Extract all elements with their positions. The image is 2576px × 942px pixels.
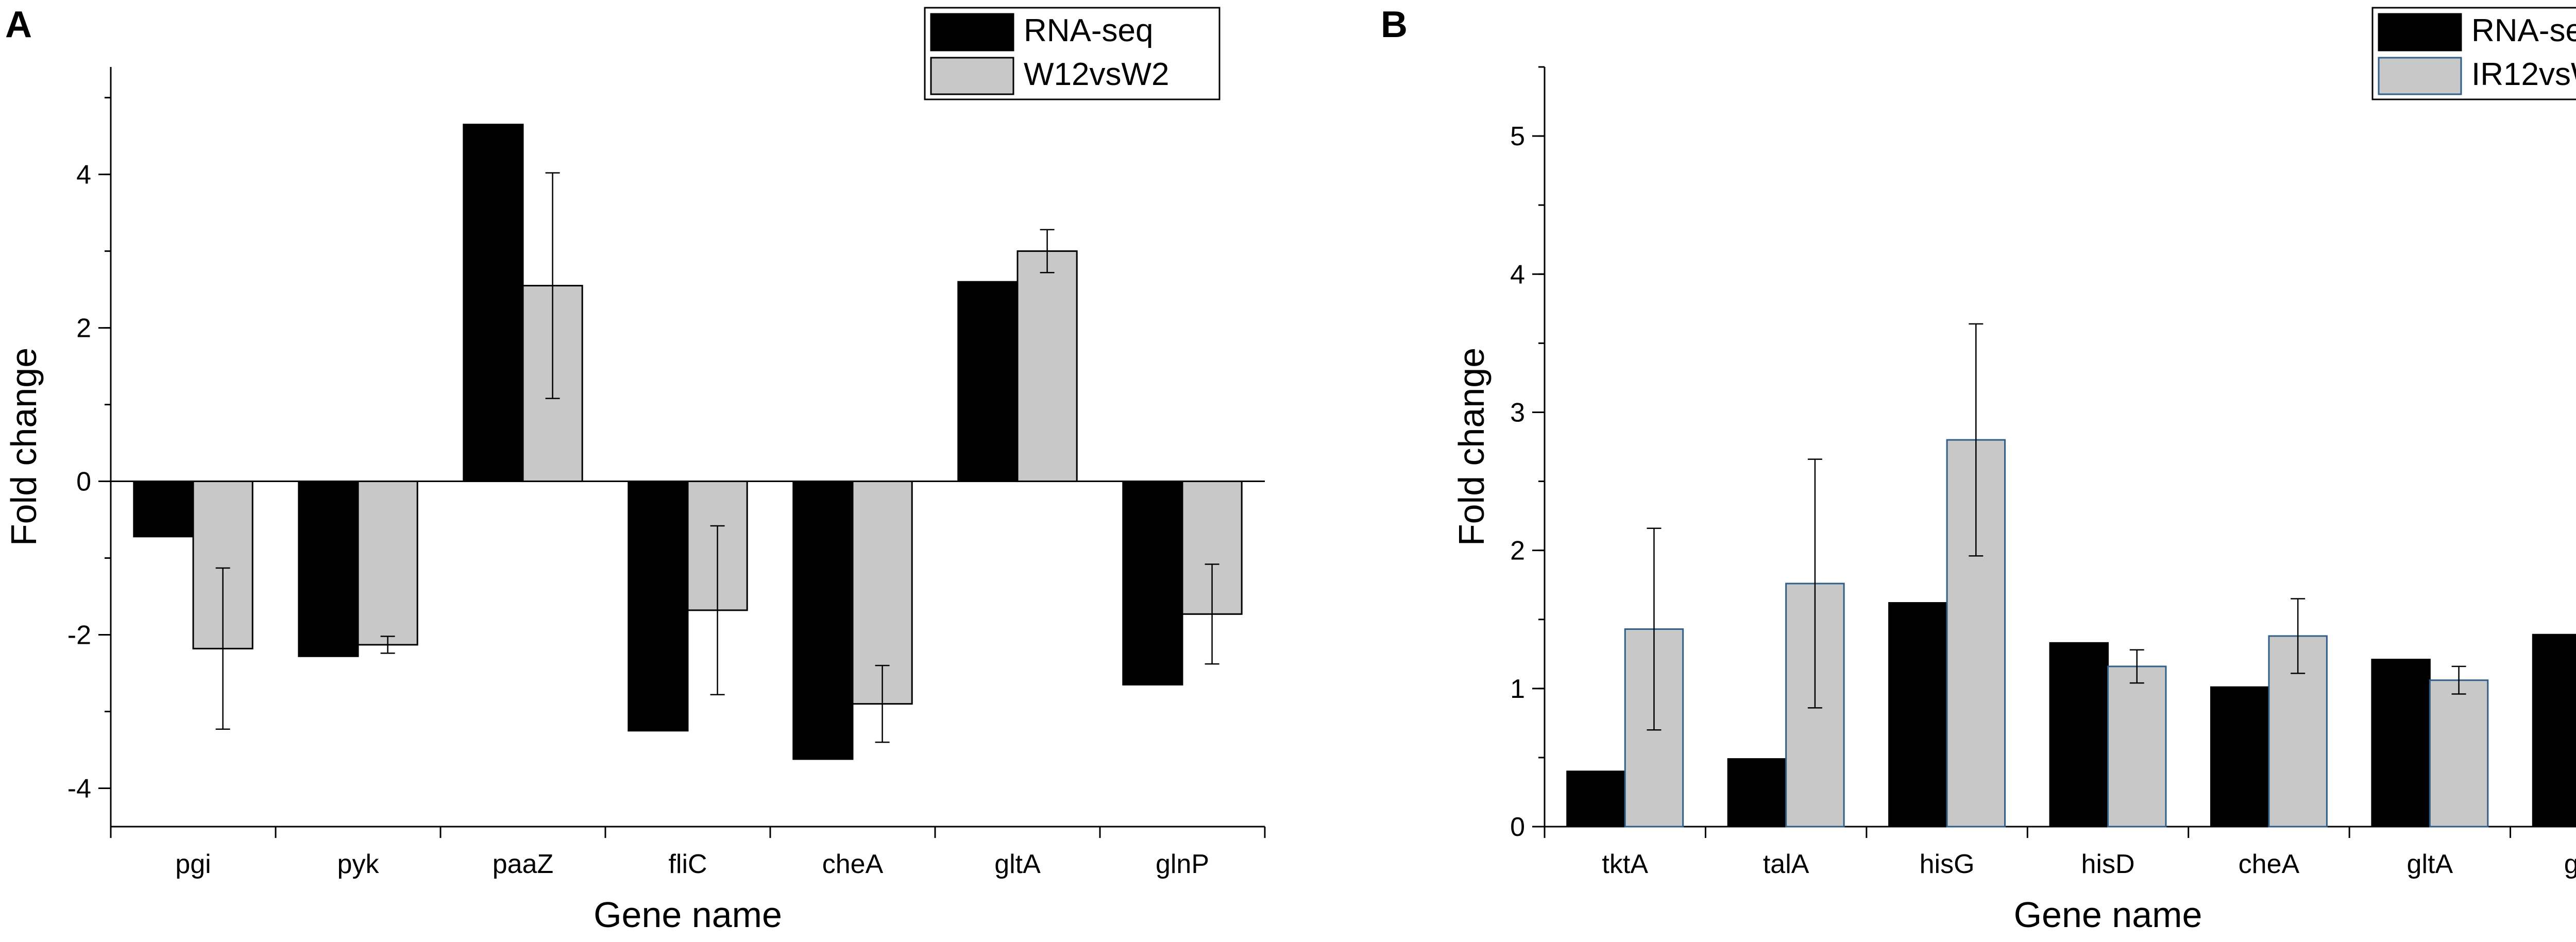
panel-a-label: A [5, 4, 32, 45]
p1-bar-qpcr-cheA [2268, 635, 2328, 828]
p1-bar-rnaseq-hisG [1888, 602, 1948, 828]
p1-x-tick-label-hisD: hisD [2081, 849, 2134, 879]
p1-bar-rnaseq-hisD [2049, 642, 2109, 828]
p0-bar-rnaseq-gltA [957, 281, 1019, 483]
p1-y-tick-label-4: 4 [1510, 260, 1525, 289]
p1-x-axis-title: Gene name [2014, 895, 2202, 935]
p1-y-tick-label-1: 1 [1510, 674, 1525, 704]
p0-legend-label-0: RNA-seq [1024, 13, 1154, 48]
p0-x-axis-title: Gene name [594, 895, 782, 935]
p0-legend-swatch-1 [930, 57, 1014, 95]
p0-y-tick-label-0: -4 [67, 774, 91, 804]
p0-y-tick-label-1: -2 [67, 621, 91, 650]
p0-y-tick-label-2: 0 [76, 467, 91, 497]
panel-a: A -4 -2 0 2 4 pgi pyk paaZ fliC cheA gltA glnP Gene … [4, 4, 1266, 935]
p1-legend-swatch-0 [2378, 13, 2462, 52]
p0-x-tick-label-pgi: pgi [175, 849, 211, 879]
p0-bar-rnaseq-pgi [133, 481, 194, 538]
p0-bar-rnaseq-fliC [628, 481, 689, 732]
p0-x-tick-label-paaZ: paaZ [493, 849, 554, 879]
p1-x-tick-label-tktA: tktA [1602, 849, 1648, 879]
p0-legend-label-1: W12vsW2 [1024, 57, 1169, 92]
p1-legend-label-1: IR12vsW12 [2471, 57, 2576, 92]
p0-x-tick-label-fliC: fliC [668, 849, 707, 879]
p1-bar-rnaseq-gltA [2371, 659, 2431, 828]
p0-bar-rnaseq-glnP [1122, 481, 1183, 686]
p0-bar-rnaseq-cheA [792, 481, 854, 760]
p1-bar-rnaseq-talA [1727, 758, 1787, 828]
p1-bar-qpcr-hisD [2107, 665, 2167, 828]
p1-x-tick-label-glnP: glnP [2564, 849, 2576, 879]
p1-x-tick-label-gltA: gltA [2407, 849, 2453, 879]
p1-y-tick-label-3: 3 [1510, 398, 1525, 427]
p1-y-axis-title: Fold change [1451, 348, 1492, 546]
p1-bar-rnaseq-glnP [2532, 633, 2576, 828]
p1-y-tick-label-2: 2 [1510, 536, 1525, 566]
p1-y-tick-label-5: 5 [1510, 122, 1525, 151]
p1-bar-rnaseq-tktA [1566, 770, 1626, 828]
p0-y-axis-title: Fold change [4, 348, 44, 546]
p0-bar-rnaseq-paaZ [463, 124, 524, 483]
p0-bar-rnaseq-pyk [298, 481, 359, 657]
p1-bar-rnaseq-cheA [2210, 686, 2270, 828]
p0-y-tick-label-4: 4 [76, 160, 91, 190]
p1-x-tick-label-cheA: cheA [2239, 849, 2300, 879]
p1-x-tick-label-talA: talA [1763, 849, 1809, 879]
p0-x-tick-label-cheA: cheA [822, 849, 884, 879]
p0-legend-swatch-0 [930, 13, 1014, 52]
p0-x-tick-label-glnP: glnP [1156, 849, 1209, 879]
panel-b: B 0 1 2 3 4 5 tktA talA hisG hisD cheA gltA glnP Gene… [1381, 4, 2576, 935]
p0-bar-qpcr-pyk [357, 481, 418, 646]
p0-y-tick-label-3: 2 [76, 314, 91, 344]
p1-bar-qpcr-gltA [2429, 679, 2489, 828]
p0-x-tick-label-gltA: gltA [994, 849, 1041, 879]
panel-b-label: B [1381, 4, 1408, 45]
p1-legend-label-0: RNA-seq [2471, 13, 2576, 48]
p1-x-tick-label-hisG: hisG [1920, 849, 1975, 879]
p1-legend-swatch-1 [2378, 57, 2462, 95]
p0-x-tick-label-pyk: pyk [337, 849, 380, 879]
p1-y-tick-label-0: 0 [1510, 812, 1525, 842]
p0-bar-qpcr-gltA [1016, 250, 1078, 483]
